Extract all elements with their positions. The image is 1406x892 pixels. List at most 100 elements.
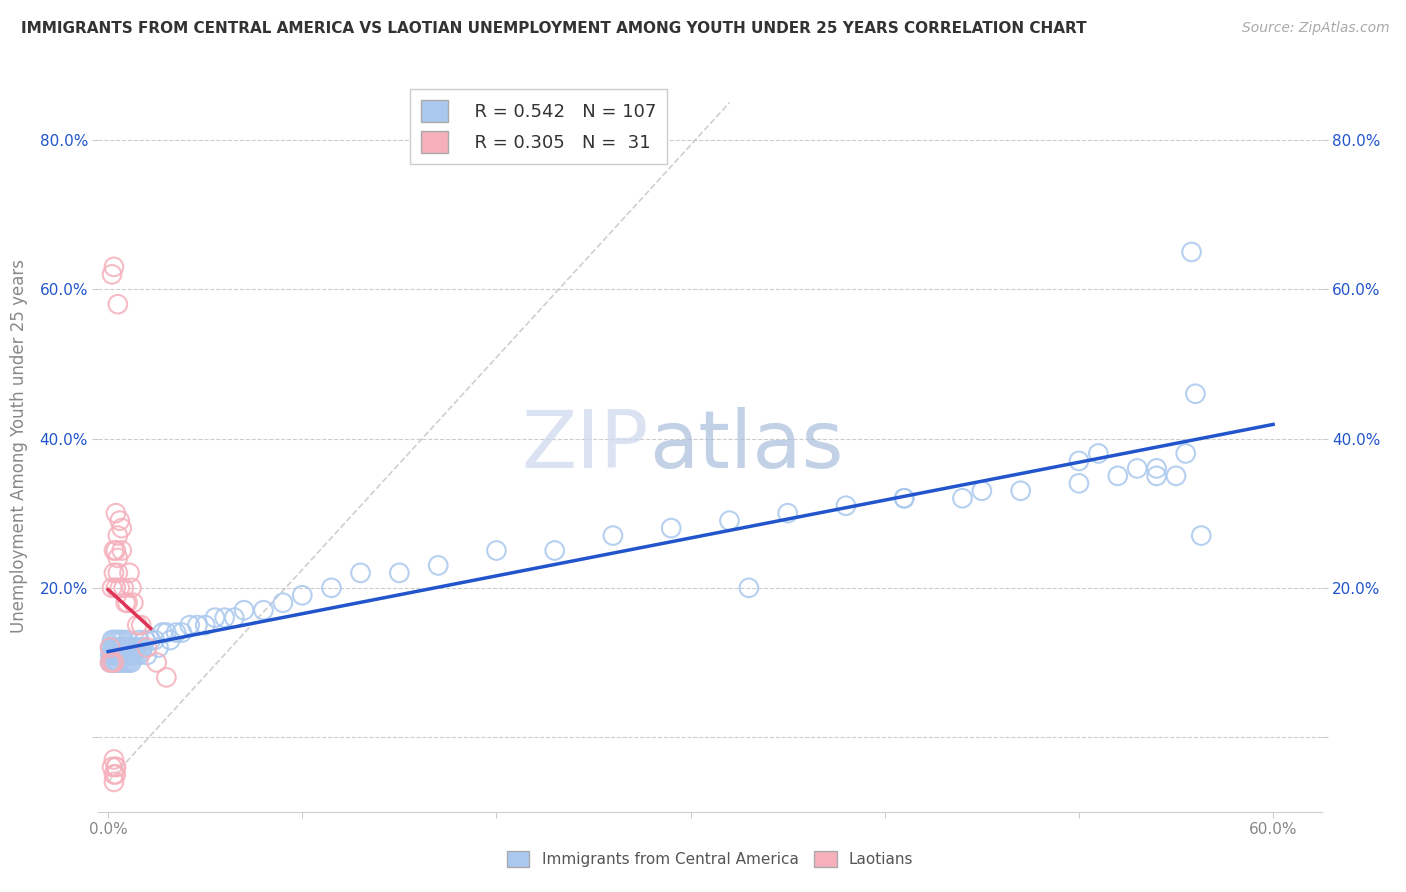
Point [101,581,124,595]
Point [134,633,156,648]
Point [112,656,135,670]
Point [118,640,141,655]
Point [103,566,125,580]
Point [544,543,567,558]
Point [101,760,124,774]
Point [104,581,127,595]
Point [103,752,125,766]
Point [101,656,124,670]
Point [224,610,246,624]
Point [112,581,135,595]
Point [136,648,159,662]
Point [970,483,993,498]
Point [112,640,135,655]
Point [104,656,127,670]
Point [104,543,127,558]
Point [214,610,236,624]
Point [128,633,150,648]
Point [111,656,134,670]
Point [122,596,145,610]
Point [835,499,858,513]
Point [776,506,799,520]
Point [111,648,134,662]
Text: atlas: atlas [648,407,844,485]
Point [165,625,187,640]
Point [1184,386,1206,401]
Point [186,618,208,632]
Point [103,775,125,789]
Point [120,640,142,655]
Point [107,297,129,311]
Point [659,521,682,535]
Point [103,640,125,655]
Point [602,528,624,542]
Point [1146,461,1168,475]
Point [111,633,134,648]
Text: Source: ZipAtlas.com: Source: ZipAtlas.com [1241,21,1389,35]
Point [107,656,129,670]
Point [118,656,141,670]
Point [136,640,159,655]
Point [204,610,226,624]
Point [148,640,170,655]
Point [112,633,135,648]
Point [1087,446,1109,460]
Point [388,566,411,580]
Point [194,618,217,632]
Point [128,648,150,662]
Point [1146,468,1168,483]
Point [108,633,131,648]
Point [127,618,149,632]
Point [103,543,125,558]
Point [252,603,274,617]
Point [98,640,121,655]
Point [107,648,129,662]
Point [1067,476,1090,491]
Point [118,648,141,662]
Point [129,640,152,655]
Point [117,648,139,662]
Point [111,543,134,558]
Point [179,618,201,632]
Point [111,648,134,662]
Point [98,656,121,670]
Point [108,648,131,662]
Point [108,514,131,528]
Point [738,581,761,595]
Point [107,551,129,566]
Point [893,491,915,506]
Point [127,640,149,655]
Point [114,596,136,610]
Point [103,656,125,670]
Point [155,670,177,684]
Point [233,603,256,617]
Point [321,581,343,595]
Point [122,640,145,655]
Point [117,656,139,670]
Point [103,633,125,648]
Point [127,648,149,662]
Point [143,633,166,648]
Point [108,648,131,662]
Point [1164,468,1187,483]
Point [1067,454,1090,468]
Point [1180,244,1202,259]
Point [118,566,141,580]
Point [124,648,146,662]
Point [112,648,135,662]
Point [104,648,127,662]
Point [103,656,125,670]
Point [101,268,124,282]
Point [1010,483,1032,498]
Point [104,506,127,520]
Point [104,633,127,648]
Point [129,618,152,632]
Point [145,656,167,670]
Point [114,648,136,662]
Point [155,625,177,640]
Point [152,625,174,640]
Point [108,656,131,670]
Point [101,648,124,662]
Point [124,640,146,655]
Point [104,648,127,662]
